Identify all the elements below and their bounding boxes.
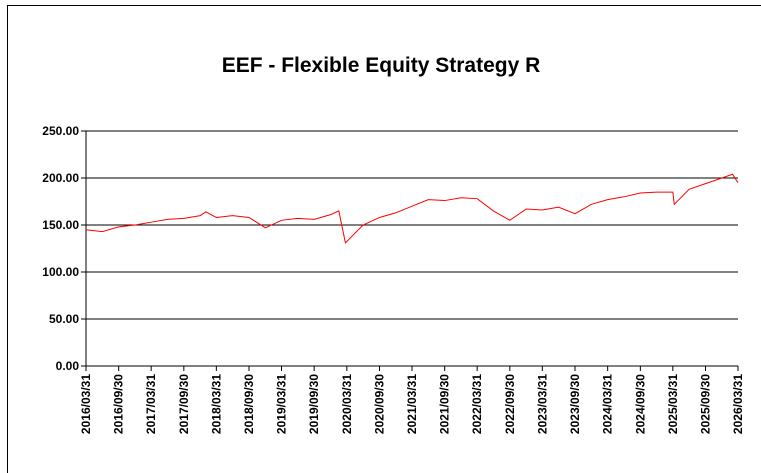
x-tick-label: 2025/03/31 bbox=[666, 374, 680, 434]
x-tick-label: 2020/09/30 bbox=[373, 374, 387, 434]
x-tick-label: 2023/03/31 bbox=[535, 374, 549, 434]
y-tick-label: 200.00 bbox=[42, 171, 79, 185]
x-tick-label: 2022/09/30 bbox=[503, 374, 517, 434]
x-tick-label: 2024/09/30 bbox=[633, 374, 647, 434]
x-tick-label: 2023/09/30 bbox=[568, 374, 582, 434]
x-tick-label: 2022/03/31 bbox=[470, 374, 484, 434]
y-tick-label: 250.00 bbox=[42, 124, 79, 138]
x-tick-label: 2021/09/30 bbox=[438, 374, 452, 434]
x-tick-label: 2021/03/31 bbox=[405, 374, 419, 434]
x-tick-label: 2018/09/30 bbox=[242, 374, 256, 434]
x-tick-label: 2019/09/30 bbox=[307, 374, 321, 434]
x-tick-label: 2020/03/31 bbox=[340, 374, 354, 434]
chart-title: EEF - Flexible Equity Strategy R bbox=[222, 54, 541, 77]
x-tick-label: 2017/09/30 bbox=[177, 374, 191, 434]
x-tick-label: 2026/03/31 bbox=[731, 374, 745, 434]
x-tick-label: 2016/09/30 bbox=[112, 374, 126, 434]
x-tick-label: 2018/03/31 bbox=[209, 374, 223, 434]
y-tick-label: 0.00 bbox=[56, 359, 80, 373]
y-tick-label: 100.00 bbox=[42, 265, 79, 279]
y-tick-label: 150.00 bbox=[42, 218, 79, 232]
x-tick-label: 2024/03/31 bbox=[601, 374, 615, 434]
y-tick-label: 50.00 bbox=[49, 312, 79, 326]
x-tick-label: 2025/09/30 bbox=[699, 374, 713, 434]
line-series bbox=[85, 173, 739, 244]
x-tick-label: 2017/03/31 bbox=[144, 374, 158, 434]
frame bbox=[7, 5, 761, 473]
x-tick-label: 2019/03/31 bbox=[274, 374, 288, 434]
x-tick-label: 2016/03/31 bbox=[79, 374, 93, 434]
